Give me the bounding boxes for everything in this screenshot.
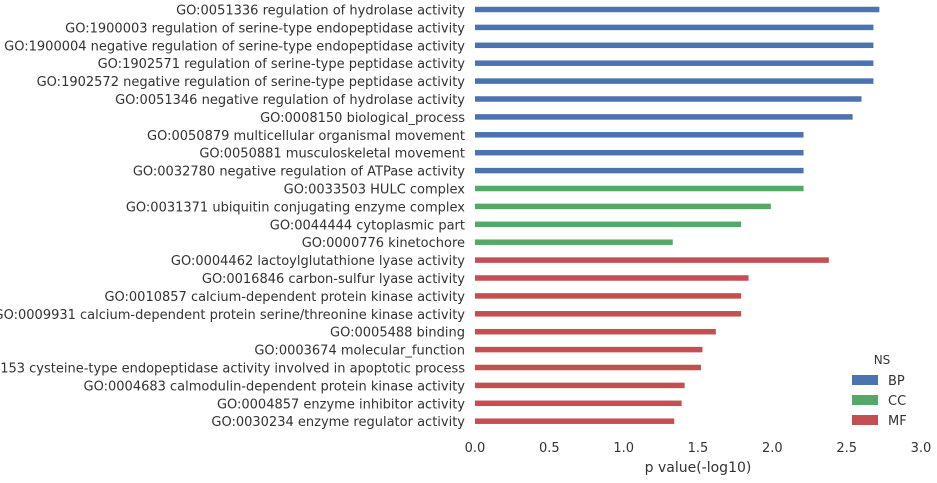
category-label: GO:0030234 enzyme regulator activity bbox=[211, 415, 465, 430]
category-label: GO:1902572 negative regulation of serine… bbox=[37, 75, 466, 90]
bar-mf bbox=[475, 257, 829, 263]
bar-mf bbox=[475, 328, 716, 335]
bar-bp bbox=[475, 24, 874, 31]
bar-mf bbox=[475, 364, 701, 371]
bar-cc bbox=[475, 221, 742, 228]
category-label: GO:0004857 enzyme inhibitor activity bbox=[217, 397, 465, 412]
bar-mf bbox=[475, 275, 749, 281]
bar-bp bbox=[475, 149, 804, 156]
bar-mf bbox=[475, 346, 703, 353]
legend-swatch-cc bbox=[852, 395, 878, 405]
category-label: GO:0033503 HULC complex bbox=[284, 183, 466, 198]
x-tick-label: 2.5 bbox=[836, 441, 857, 456]
category-label: GO:0004462 lactoylglutathione lyase acti… bbox=[171, 254, 465, 269]
category-label: GO:0051346 negative regulation of hydrol… bbox=[115, 93, 465, 108]
category-label: GO:0010857 calcium-dependent protein kin… bbox=[104, 290, 465, 305]
category-label: GO:0044444 cytoplasmic part bbox=[270, 218, 465, 233]
bar-cc bbox=[475, 203, 771, 210]
category-label: GO:1900004 negative regulation of serine… bbox=[4, 39, 465, 54]
bar-bp bbox=[475, 167, 804, 174]
bars-group bbox=[475, 6, 880, 424]
bar-mf bbox=[475, 418, 675, 424]
legend-label-mf: MF bbox=[888, 414, 907, 429]
x-tick-label: 1.5 bbox=[688, 441, 709, 456]
x-tick-labels-group: 0.0 0.5 1.0 1.5 2.0 2.5 3.0 bbox=[465, 441, 932, 456]
category-label: GO:0009931 calcium-dependent protein ser… bbox=[0, 308, 465, 323]
x-tick-label: 2.0 bbox=[762, 441, 783, 456]
bar-bp bbox=[475, 6, 880, 13]
x-tick-label: 3.0 bbox=[911, 441, 932, 456]
bar-mf bbox=[475, 293, 742, 299]
category-label: GO:1900003 regulation of serine-type end… bbox=[65, 21, 465, 36]
bar-bp bbox=[475, 114, 853, 120]
category-label: GO:0032780 negative regulation of ATPase… bbox=[133, 165, 465, 180]
legend-swatch-bp bbox=[852, 375, 878, 385]
category-label: GO:0000776 kinetochore bbox=[302, 236, 465, 251]
bar-cc bbox=[475, 239, 673, 245]
category-label: GO:0003674 molecular_function bbox=[254, 344, 465, 359]
bar-bp bbox=[475, 78, 874, 84]
x-axis-title: p value(-log10) bbox=[645, 460, 752, 476]
bar-bp bbox=[475, 42, 874, 49]
category-label: GO:0097153 cysteine-type endopeptidase a… bbox=[0, 362, 465, 377]
category-label: GO:0005488 binding bbox=[330, 326, 465, 341]
category-label: GO:1902571 regulation of serine-type pep… bbox=[98, 57, 466, 72]
bar-cc bbox=[475, 185, 804, 192]
x-tick-label: 1.0 bbox=[613, 441, 634, 456]
category-label: GO:0008150 biological_process bbox=[260, 111, 465, 126]
category-labels-group: GO:0051336 regulation of hydrolase activ… bbox=[0, 4, 465, 431]
bar-bp bbox=[475, 60, 874, 66]
bar-mf bbox=[475, 311, 742, 317]
bar-mf bbox=[475, 382, 685, 389]
legend-title: NS bbox=[874, 353, 891, 367]
bar-bp bbox=[475, 96, 862, 102]
x-tick-label: 0.0 bbox=[465, 441, 486, 456]
legend-label-cc: CC bbox=[888, 394, 906, 409]
category-label: GO:0050879 multicellular organismal move… bbox=[147, 129, 465, 144]
category-label: GO:0031371 ubiquitin conjugating enzyme … bbox=[126, 200, 465, 215]
category-label: GO:0051336 regulation of hydrolase activ… bbox=[176, 4, 465, 19]
category-label: GO:0050881 musculoskeletal movement bbox=[199, 147, 465, 162]
legend: NS BP CC MF bbox=[852, 353, 907, 429]
category-label: GO:0004683 calmodulin-dependent protein … bbox=[84, 379, 466, 394]
legend-label-bp: BP bbox=[888, 374, 905, 389]
legend-swatch-mf bbox=[852, 415, 878, 425]
bar-mf bbox=[475, 400, 682, 407]
bar-bp bbox=[475, 132, 804, 138]
x-tick-label: 0.5 bbox=[539, 441, 560, 456]
category-label: GO:0016846 carbon-sulfur lyase activity bbox=[202, 272, 465, 287]
